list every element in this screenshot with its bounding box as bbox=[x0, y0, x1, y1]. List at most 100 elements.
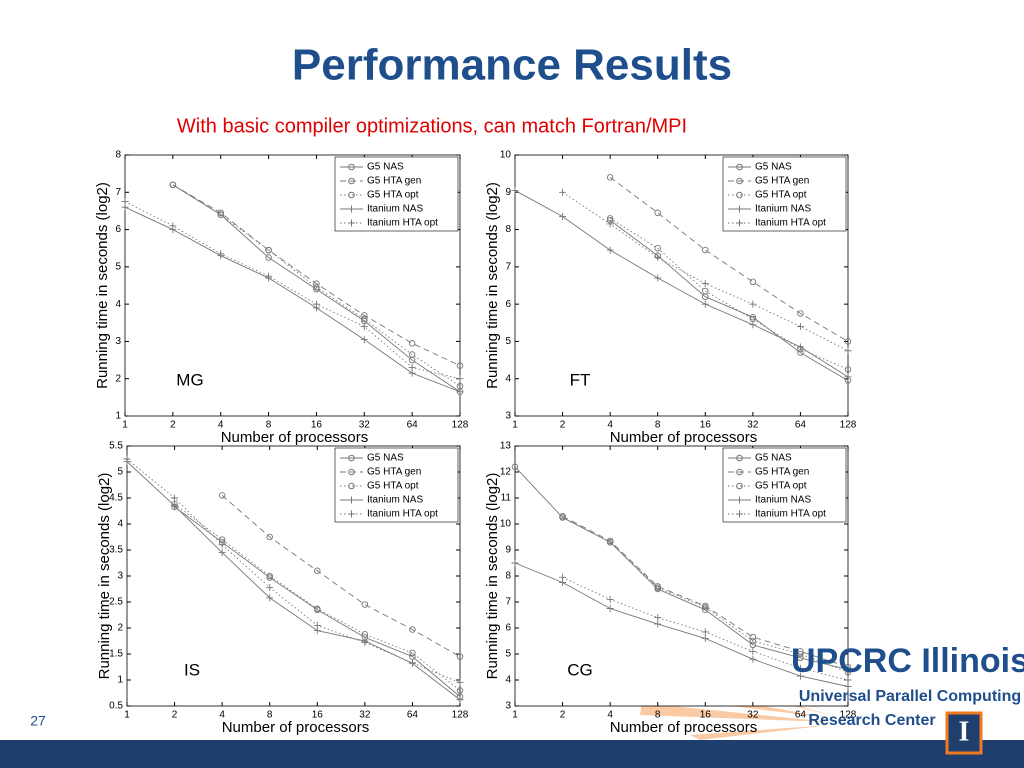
marker bbox=[169, 181, 177, 189]
marker bbox=[844, 338, 852, 345]
marker bbox=[218, 492, 226, 499]
marker bbox=[217, 211, 224, 218]
marker bbox=[797, 650, 804, 658]
marker bbox=[796, 664, 804, 672]
legend-marker bbox=[348, 510, 355, 518]
logo-icon-letter: I bbox=[959, 716, 970, 747]
chart-label: FT bbox=[570, 370, 591, 389]
x-tick-label: 16 bbox=[700, 420, 712, 431]
marker bbox=[749, 637, 757, 645]
marker bbox=[312, 300, 320, 308]
y-tick-label: 6 bbox=[505, 299, 511, 310]
legend-marker bbox=[736, 163, 743, 171]
marker bbox=[361, 315, 368, 323]
marker bbox=[701, 280, 709, 288]
y-axis-label: Running time in seconds (log2) bbox=[484, 182, 501, 389]
marker bbox=[654, 274, 662, 282]
marker bbox=[218, 549, 226, 557]
slide-title: Performance Results bbox=[292, 41, 732, 90]
marker bbox=[171, 502, 179, 510]
marker bbox=[313, 621, 321, 629]
y-axis-label: Running time in seconds (log2) bbox=[94, 182, 111, 389]
marker bbox=[409, 626, 416, 633]
series-line bbox=[609, 219, 849, 381]
marker bbox=[314, 605, 321, 613]
marker bbox=[606, 605, 614, 612]
legend-label: Itanium NAS bbox=[367, 204, 423, 215]
marker bbox=[361, 639, 369, 647]
legend-marker bbox=[348, 191, 355, 199]
marker bbox=[266, 583, 274, 591]
x-tick-label: 2 bbox=[560, 710, 566, 721]
y-tick-label: 11 bbox=[501, 493, 512, 504]
legend-marker bbox=[348, 219, 355, 227]
marker bbox=[844, 373, 852, 381]
x-tick-label: 128 bbox=[452, 420, 469, 431]
legend-marker bbox=[348, 163, 355, 171]
marker bbox=[606, 220, 614, 228]
chart: 0.511.522.533.544.555.51 2 4 8 16 32 64 128Numb… bbox=[96, 441, 469, 736]
x-tick-label: 8 bbox=[267, 710, 273, 721]
legend-label: G5 HTA opt bbox=[755, 481, 807, 492]
marker bbox=[456, 362, 464, 369]
y-tick-label: 5 bbox=[115, 261, 121, 272]
marker bbox=[749, 300, 757, 308]
marker bbox=[360, 323, 368, 331]
x-tick-label: 128 bbox=[452, 710, 469, 721]
page-number: 27 bbox=[30, 713, 46, 729]
legend-label: G5 HTA opt bbox=[755, 190, 807, 201]
y-tick-label: 7 bbox=[115, 187, 121, 198]
y-axis-label: Running time in seconds (log2) bbox=[484, 473, 501, 680]
y-tick-label: 2.5 bbox=[109, 597, 123, 608]
legend-label: Itanium NAS bbox=[755, 495, 811, 506]
marker bbox=[749, 321, 757, 329]
chart-label: CG bbox=[567, 660, 593, 679]
marker bbox=[702, 606, 709, 614]
x-axis-label: Number of processors bbox=[610, 719, 758, 736]
marker bbox=[313, 284, 320, 291]
y-tick-label: 3 bbox=[117, 571, 123, 582]
marker bbox=[844, 666, 852, 673]
y-tick-label: 12 bbox=[500, 467, 512, 478]
x-tick-label: 4 bbox=[218, 420, 224, 431]
y-tick-label: 3.5 bbox=[109, 545, 123, 556]
series-line bbox=[172, 184, 461, 387]
x-tick-label: 64 bbox=[407, 420, 419, 431]
marker bbox=[797, 310, 804, 317]
y-tick-label: 10 bbox=[500, 519, 512, 530]
legend-box bbox=[722, 156, 847, 232]
y-tick-label: 1 bbox=[115, 411, 121, 422]
marker bbox=[844, 366, 852, 373]
legend-marker bbox=[348, 205, 355, 213]
chart-label: IS bbox=[184, 660, 200, 679]
series-line bbox=[124, 206, 461, 393]
legend-label: G5 HTA gen bbox=[367, 467, 421, 478]
marker bbox=[456, 375, 464, 383]
marker bbox=[559, 514, 566, 521]
x-tick-label: 128 bbox=[840, 710, 857, 721]
marker bbox=[702, 287, 709, 295]
legend-marker bbox=[736, 468, 743, 476]
y-tick-label: 4 bbox=[115, 299, 121, 310]
marker bbox=[456, 388, 464, 396]
legend-marker bbox=[736, 482, 743, 490]
chart: 3 4 5 6 7 8 9 10 1 2 4 8 16 32 64 128 Number of processo… bbox=[484, 150, 857, 446]
marker bbox=[361, 630, 369, 638]
logo-line: Research Center bbox=[808, 712, 935, 729]
marker bbox=[559, 213, 567, 221]
y-tick-label: 5 bbox=[505, 649, 511, 660]
legend-marker bbox=[736, 219, 743, 227]
x-axis-label: Number of processors bbox=[221, 429, 369, 446]
x-tick-label: 8 bbox=[655, 710, 661, 721]
legend-label: Itanium HTA opt bbox=[755, 218, 826, 229]
marker bbox=[361, 601, 369, 608]
legend-label: G5 HTA gen bbox=[755, 467, 809, 478]
series-line bbox=[126, 461, 461, 701]
legend-label: Itanium HTA opt bbox=[367, 509, 438, 520]
legend-marker bbox=[348, 177, 355, 185]
marker bbox=[796, 343, 804, 351]
x-tick-label: 4 bbox=[219, 710, 225, 721]
x-tick-label: 128 bbox=[840, 420, 857, 431]
legend-label: Itanium HTA opt bbox=[755, 509, 826, 520]
